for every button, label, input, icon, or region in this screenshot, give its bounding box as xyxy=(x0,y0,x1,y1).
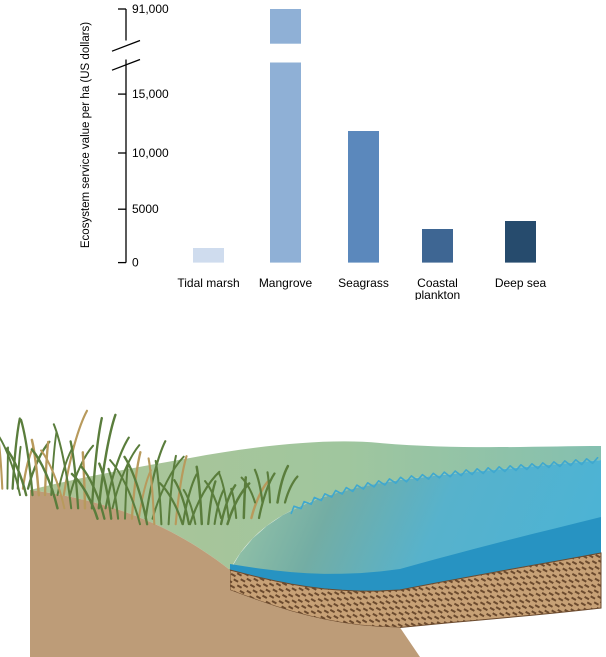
svg-text:91,000: 91,000 xyxy=(132,2,169,16)
svg-text:Ecosystem service value per ha: Ecosystem service value per ha (US dolla… xyxy=(80,22,92,248)
svg-text:Deep sea: Deep sea xyxy=(495,276,547,290)
svg-text:15,000: 15,000 xyxy=(132,87,169,101)
svg-text:10,000: 10,000 xyxy=(132,146,169,160)
svg-text:Seagrass: Seagrass xyxy=(338,276,389,290)
svg-text:0: 0 xyxy=(132,256,139,270)
svg-text:5000: 5000 xyxy=(132,202,159,216)
svg-text:plankton: plankton xyxy=(415,288,460,300)
svg-text:Mangrove: Mangrove xyxy=(259,276,313,290)
svg-text:Tidal marsh: Tidal marsh xyxy=(177,276,239,290)
